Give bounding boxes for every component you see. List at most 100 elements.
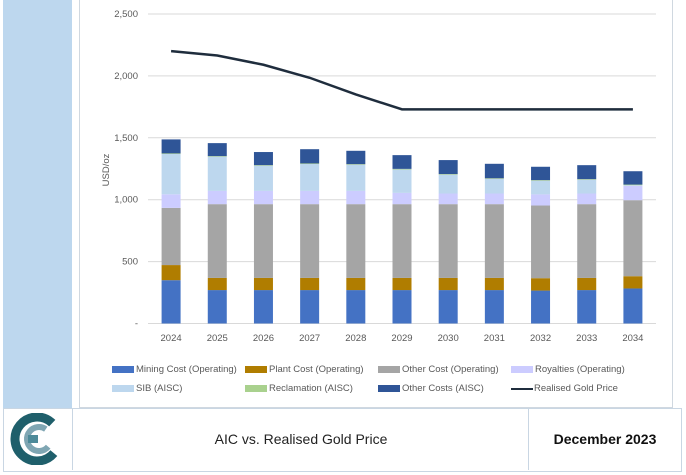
bar-segment (346, 164, 366, 191)
bar-segment (531, 180, 551, 181)
bar-segment (438, 193, 458, 205)
bar-segment (346, 164, 366, 165)
sidebar-band (3, 0, 72, 408)
x-tick-label: 2027 (299, 333, 320, 344)
bar-segment (253, 190, 273, 205)
bar-segment (300, 277, 320, 291)
legend-item: Other Cost (Operating) (378, 364, 511, 375)
y-tick-label: 2,000 (114, 71, 138, 82)
bar-segment (484, 193, 504, 205)
legend-item: Plant Cost (Operating) (245, 364, 378, 375)
x-tick-label: 2025 (207, 333, 228, 344)
bar-segment (207, 143, 227, 157)
bar-segment (207, 156, 227, 191)
bar-segment (531, 278, 551, 291)
bar-segment (253, 290, 273, 324)
bar-segment (207, 156, 227, 157)
y-tick-label: 2,500 (114, 9, 138, 20)
bar-segment (438, 174, 458, 175)
bar-segment (207, 290, 227, 324)
legend-label: Royalties (Operating) (535, 364, 625, 375)
bar-segment (346, 290, 366, 324)
legend-label: Other Costs (AISC) (402, 383, 484, 394)
bar-segment (253, 204, 273, 278)
x-tick-label: 2034 (622, 333, 643, 344)
bar-segment (392, 204, 412, 278)
bar-segment (484, 178, 504, 194)
bar-segment (623, 288, 643, 324)
bar-segment (207, 190, 227, 205)
legend-item: Realised Gold Price (511, 383, 644, 394)
x-tick-label: 2029 (391, 333, 412, 344)
bar-segment (531, 290, 551, 324)
bar-segment (253, 165, 273, 191)
bar-segment (438, 174, 458, 194)
bar-segment (300, 290, 320, 324)
bar-segment (531, 180, 551, 195)
bar-segment (346, 204, 366, 278)
legend-label: Plant Cost (Operating) (269, 364, 364, 375)
legend-label: Reclamation (AISC) (269, 383, 353, 394)
company-logo (10, 412, 64, 466)
bar-segment (623, 171, 643, 185)
bar-segment (300, 164, 320, 191)
footer (3, 408, 682, 472)
bar-segment (577, 193, 597, 205)
bar-segment (438, 277, 458, 291)
bar-segment (623, 184, 643, 186)
bar-segment (531, 166, 551, 181)
bar-segment (300, 163, 320, 165)
bar-segment (300, 204, 320, 278)
bar-segment (577, 277, 597, 291)
legend-swatch (112, 385, 134, 392)
bar-segment (577, 290, 597, 324)
bar-segment (392, 169, 412, 193)
x-tick-label: 2033 (576, 333, 597, 344)
bar-segment (392, 192, 412, 205)
bar-segment (484, 178, 504, 179)
bar-segment (346, 150, 366, 165)
bar-segment (253, 165, 273, 166)
bar-segment (623, 185, 643, 186)
footer-date: December 2023 (528, 408, 681, 470)
x-tick-label: 2032 (530, 333, 551, 344)
bar-segment (346, 190, 366, 205)
legend-item: Other Costs (AISC) (378, 383, 511, 394)
legend-label: Mining Cost (Operating) (136, 364, 237, 375)
x-tick-label: 2024 (161, 333, 182, 344)
bar-segment (392, 168, 412, 170)
legend-label: Realised Gold Price (534, 383, 618, 394)
bar-segment (392, 155, 412, 169)
bar-segment (253, 277, 273, 291)
legend-item: Royalties (Operating) (511, 364, 644, 375)
footer-title: AIC vs. Realised Gold Price (72, 408, 529, 470)
bar-segment (438, 204, 458, 278)
bar-segment (161, 153, 181, 155)
x-tick-label: 2026 (253, 333, 274, 344)
y-axis-label: USD/oz (101, 153, 112, 186)
bar-segment (161, 207, 181, 266)
bar-segment (623, 200, 643, 277)
bar-segment (623, 276, 643, 289)
legend-swatch (511, 387, 533, 390)
y-tick-label: 500 (122, 257, 138, 268)
bar-segment (253, 152, 273, 166)
x-tick-label: 2030 (438, 333, 459, 344)
bar-segment (300, 149, 320, 164)
bar-segment (531, 205, 551, 279)
bar-segment (346, 277, 366, 291)
legend-swatch (245, 385, 267, 392)
gold-price-line (170, 49, 633, 111)
legend-swatch (511, 366, 533, 373)
y-tick-label: - (135, 319, 138, 330)
bar-segment (577, 179, 597, 194)
legend-row: Mining Cost (Operating) Plant Cost (Opera… (112, 360, 652, 379)
legend-label: SIB (AISC) (136, 383, 183, 394)
legend-swatch (112, 366, 134, 373)
bar-segment (207, 277, 227, 291)
bar-segment (577, 204, 597, 278)
bar-segment (161, 194, 181, 208)
bar-segment (161, 265, 181, 281)
legend-item: SIB (AISC) (112, 383, 245, 394)
